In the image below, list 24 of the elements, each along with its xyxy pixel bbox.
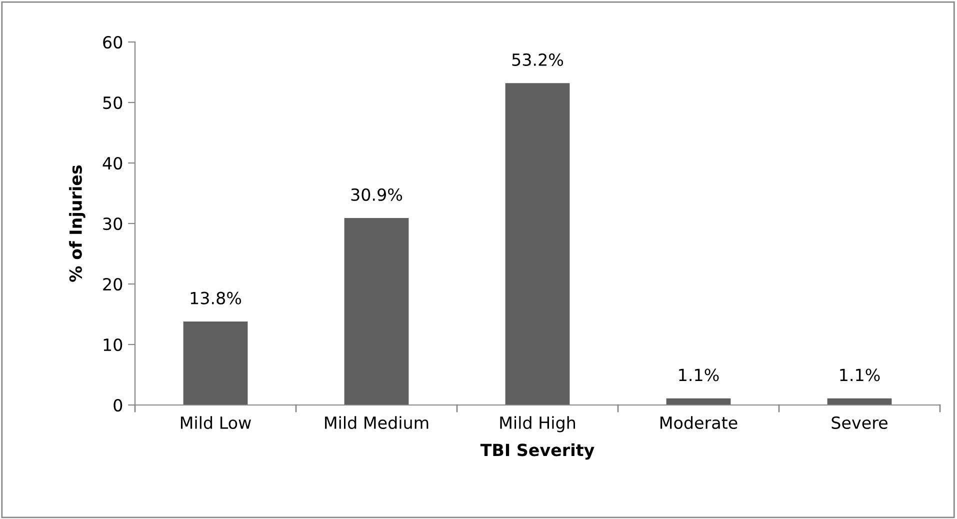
data-label: 30.9% xyxy=(351,188,402,201)
data-label: 1.1% xyxy=(679,368,719,382)
data-label: 13.8% xyxy=(190,292,242,304)
x-tick-label: Moderate xyxy=(660,416,738,430)
data-label: 1.1% xyxy=(840,368,880,382)
y-tick-label: 20 xyxy=(103,278,122,291)
x-axis-title: TBI Severity xyxy=(480,443,594,460)
bar xyxy=(183,322,248,405)
y-tick-label: 40 xyxy=(102,156,122,170)
y-tick-label: 30 xyxy=(103,217,122,230)
bar xyxy=(505,83,570,405)
x-tick-label: Mild High xyxy=(500,416,575,432)
y-tick-label: 50 xyxy=(103,96,122,110)
y-tick-label: 60 xyxy=(103,36,122,49)
x-tick-label: Severe xyxy=(832,416,888,430)
y-tick-label: 10 xyxy=(104,338,122,352)
y-tick-label: 0 xyxy=(114,398,122,412)
data-label: 53.2% xyxy=(512,53,564,66)
bar xyxy=(827,398,892,405)
bar xyxy=(344,218,409,405)
x-tick-label: Mild Medium xyxy=(325,416,428,430)
x-tick-label: Mild Low xyxy=(180,416,251,430)
bar xyxy=(666,398,731,405)
y-axis-title: % of Injuries xyxy=(69,165,86,282)
